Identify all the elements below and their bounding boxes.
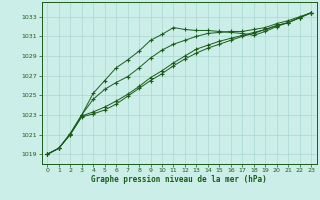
X-axis label: Graphe pression niveau de la mer (hPa): Graphe pression niveau de la mer (hPa): [91, 175, 267, 184]
